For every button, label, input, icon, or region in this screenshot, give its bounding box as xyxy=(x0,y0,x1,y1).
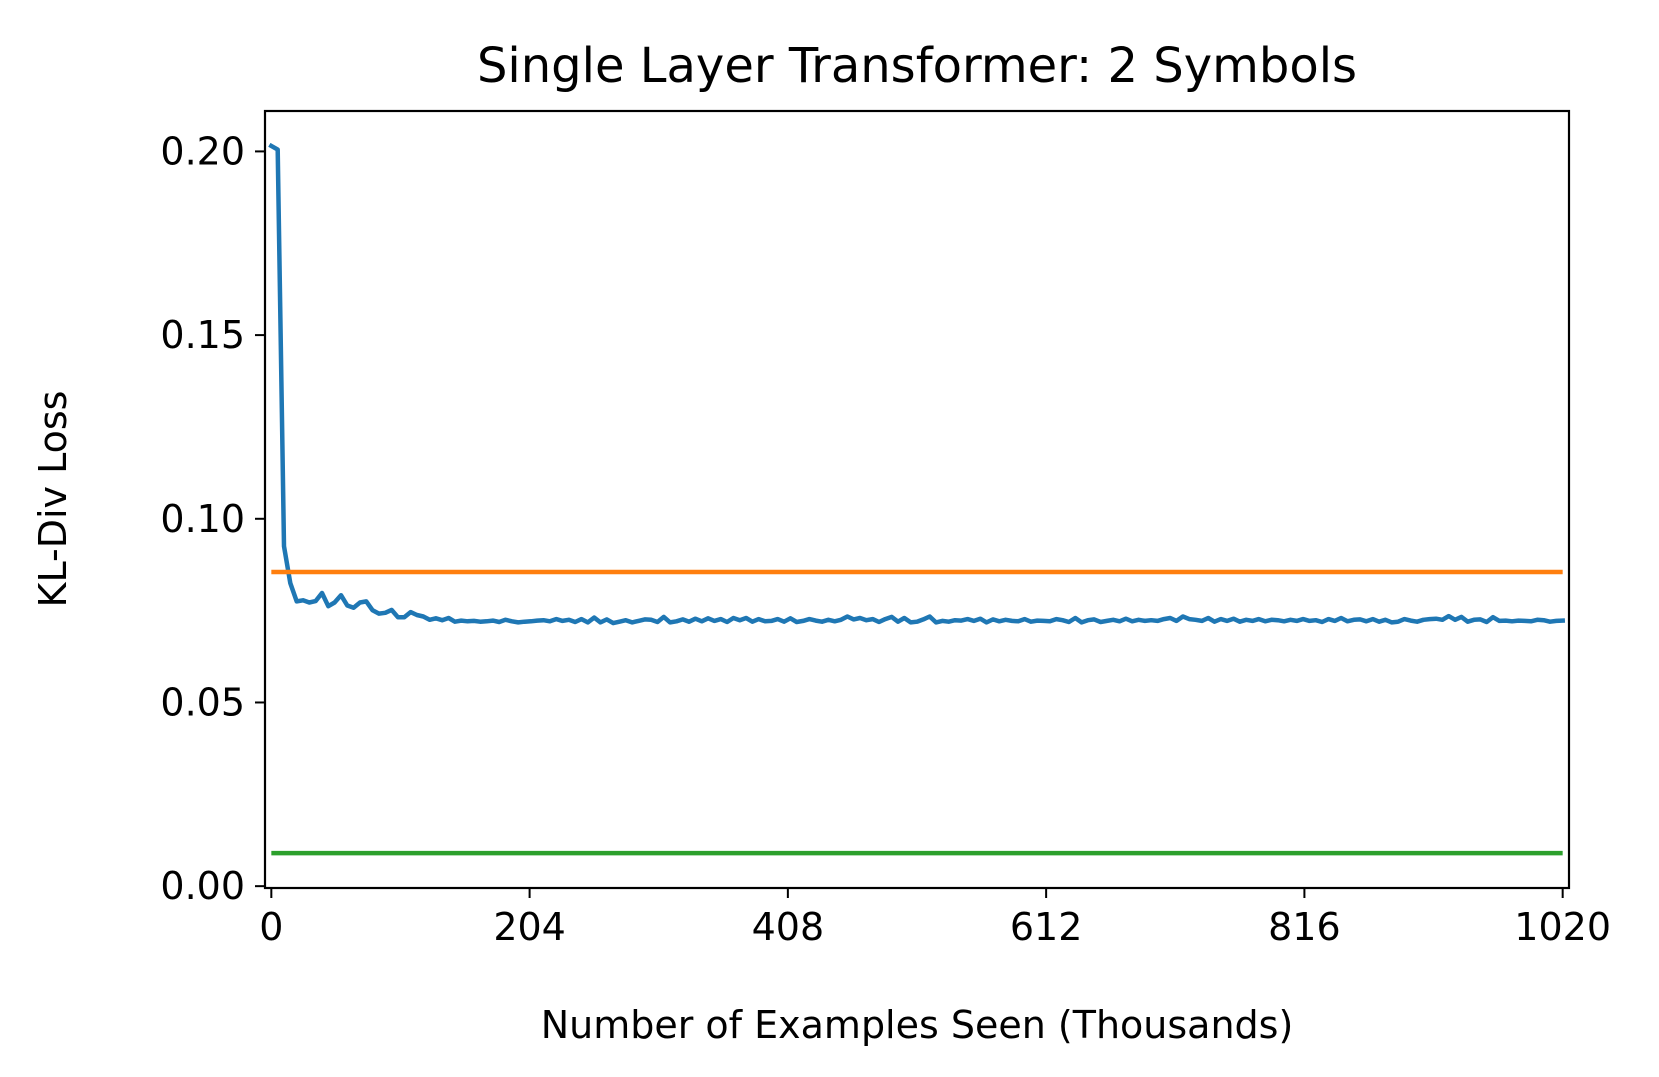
chart-title: Single Layer Transformer: 2 Symbols xyxy=(477,38,1357,94)
y-tick-label: 0.15 xyxy=(160,313,245,357)
y-tick-label: 0.10 xyxy=(160,497,245,541)
loss-curve xyxy=(268,142,1566,626)
x-tick-label: 816 xyxy=(1268,905,1341,949)
x-axis-label: Number of Examples Seen (Thousands) xyxy=(541,1003,1294,1047)
plot-area xyxy=(268,142,1566,856)
y-axis-label: KL-Div Loss xyxy=(31,391,75,608)
y-tick-label: 0.00 xyxy=(160,864,245,908)
y-axis: 0.00 0.05 0.10 0.15 0.20 xyxy=(160,129,265,908)
x-tick-label: 0 xyxy=(259,905,283,949)
x-tick-label: 1020 xyxy=(1514,905,1611,949)
x-axis: 0 204 408 612 816 1020 xyxy=(259,888,1611,949)
x-tick-label: 612 xyxy=(1010,905,1083,949)
axes-frame xyxy=(263,109,1571,890)
y-tick-label: 0.05 xyxy=(160,680,245,724)
x-tick-label: 408 xyxy=(752,905,825,949)
y-tick-label: 0.20 xyxy=(160,129,245,173)
x-tick-label: 204 xyxy=(493,905,566,949)
